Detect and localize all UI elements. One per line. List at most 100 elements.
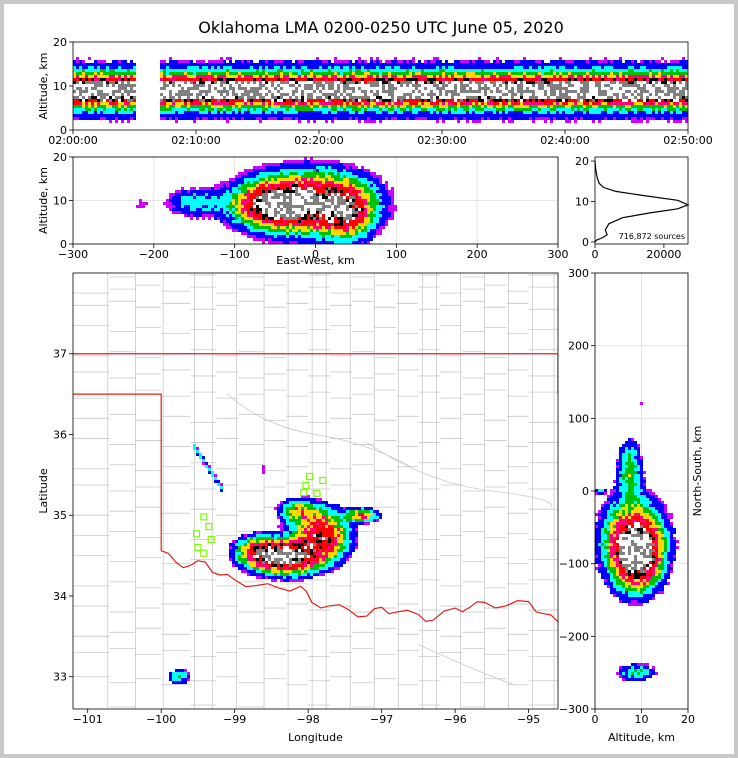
time-height-source-cell <box>415 99 418 102</box>
time-height-source-cell <box>229 111 232 114</box>
east-west-source-cell <box>334 205 337 208</box>
time-height-source-cell <box>217 108 220 111</box>
time-height-source-cell <box>325 108 328 111</box>
time-height-source-cell <box>76 114 79 117</box>
east-west-source-cell <box>328 196 331 199</box>
time-height-source-cell <box>364 81 367 84</box>
time-height-source-cell <box>682 66 685 69</box>
east-west-source-cell <box>295 166 298 169</box>
time-height-source-cell <box>247 72 250 75</box>
time-height-source-cell <box>451 72 454 75</box>
time-height-source-cell <box>217 66 220 69</box>
time-height-source-cell <box>673 75 676 78</box>
time-height-source-cell <box>664 69 667 72</box>
time-height-source-cell <box>595 75 598 78</box>
time-height-source-cell <box>685 72 688 75</box>
time-height-source-cell <box>388 114 391 117</box>
east-west-source-cell <box>325 199 328 202</box>
time-height-source-cell <box>559 63 562 66</box>
time-height-source-cell <box>592 72 595 75</box>
time-height-source-cell <box>76 78 79 81</box>
time-height-source-cell <box>214 99 217 102</box>
time-height-source-cell <box>304 99 307 102</box>
east-west-source-cell <box>376 208 379 211</box>
east-west-source-cell <box>304 199 307 202</box>
east-west-source-cell <box>223 181 226 184</box>
time-height-source-cell <box>295 99 298 102</box>
time-height-source-cell <box>286 72 289 75</box>
time-height-source-cell <box>112 87 115 90</box>
time-height-source-cell <box>463 99 466 102</box>
east-west-source-cell <box>352 172 355 175</box>
east-west-source-cell <box>367 181 370 184</box>
east-west-source-cell <box>370 208 373 211</box>
east-west-source-cell <box>259 169 262 172</box>
time-height-source-cell <box>310 117 313 120</box>
time-height-source-cell <box>448 84 451 87</box>
time-height-source-cell <box>238 69 241 72</box>
time-height-source-cell <box>580 102 583 105</box>
time-height-source-cell <box>673 81 676 84</box>
time-height-source-cell <box>352 78 355 81</box>
time-height-source-cell <box>328 87 331 90</box>
time-height-source-cell <box>583 96 586 99</box>
east-west-source-cell <box>313 205 316 208</box>
time-height-source-cell <box>109 72 112 75</box>
time-height-source-cell <box>664 105 667 108</box>
time-height-source-cell <box>496 96 499 99</box>
time-height-source-cell <box>367 87 370 90</box>
east-west-source-cell <box>325 166 328 169</box>
time-height-source-cell <box>220 114 223 117</box>
time-height-source-cell <box>514 63 517 66</box>
time-height-source-cell <box>625 78 628 81</box>
time-height-source-cell <box>220 108 223 111</box>
time-height-source-cell <box>217 99 220 102</box>
east-west-source-cell <box>271 181 274 184</box>
time-height-source-cell <box>442 96 445 99</box>
east-west-source-cell <box>280 190 283 193</box>
time-height-source-cell <box>679 84 682 87</box>
time-height-source-cell <box>274 105 277 108</box>
time-height-source-cell <box>421 69 424 72</box>
time-height-source-cell <box>532 90 535 93</box>
time-height-source-cell <box>547 114 550 117</box>
time-height-source-cell <box>91 102 94 105</box>
east-west-source-cell <box>295 181 298 184</box>
time-height-source-cell <box>289 87 292 90</box>
time-height-source-cell <box>433 63 436 66</box>
time-height-source-cell <box>568 66 571 69</box>
time-height-source-cell <box>436 120 439 123</box>
time-height-source-cell <box>532 99 535 102</box>
east-west-source-cell <box>223 193 226 196</box>
time-height-source-cell <box>184 63 187 66</box>
time-height-source-cell <box>331 111 334 114</box>
time-height-source-cell <box>502 120 505 123</box>
time-height-source-cell <box>457 99 460 102</box>
time-height-source-cell <box>631 87 634 90</box>
time-height-source-cell <box>298 120 301 123</box>
time-height-source-cell <box>391 99 394 102</box>
east-west-source-cell <box>346 190 349 193</box>
time-height-source-cell <box>289 102 292 105</box>
time-height-source-cell <box>370 78 373 81</box>
time-height-source-cell <box>202 108 205 111</box>
time-height-source-cell <box>367 81 370 84</box>
time-height-source-cell <box>310 111 313 114</box>
time-height-source-cell <box>100 114 103 117</box>
east-west-source-cell <box>364 196 367 199</box>
time-height-source-cell <box>607 66 610 69</box>
time-height-source-cell <box>514 114 517 117</box>
east-west-source-cell <box>304 187 307 190</box>
time-height-source-cell <box>256 66 259 69</box>
time-height-source-cell <box>601 69 604 72</box>
time-height-source-cell <box>421 90 424 93</box>
east-west-source-cell <box>304 190 307 193</box>
time-height-source-cell <box>586 63 589 66</box>
east-west-source-cell <box>331 166 334 169</box>
time-height-source-cell <box>319 81 322 84</box>
time-height-source-cell <box>469 111 472 114</box>
time-height-source-cell <box>565 111 568 114</box>
time-height-source-cell <box>673 105 676 108</box>
time-height-source-cell <box>283 105 286 108</box>
time-height-source-cell <box>646 63 649 66</box>
